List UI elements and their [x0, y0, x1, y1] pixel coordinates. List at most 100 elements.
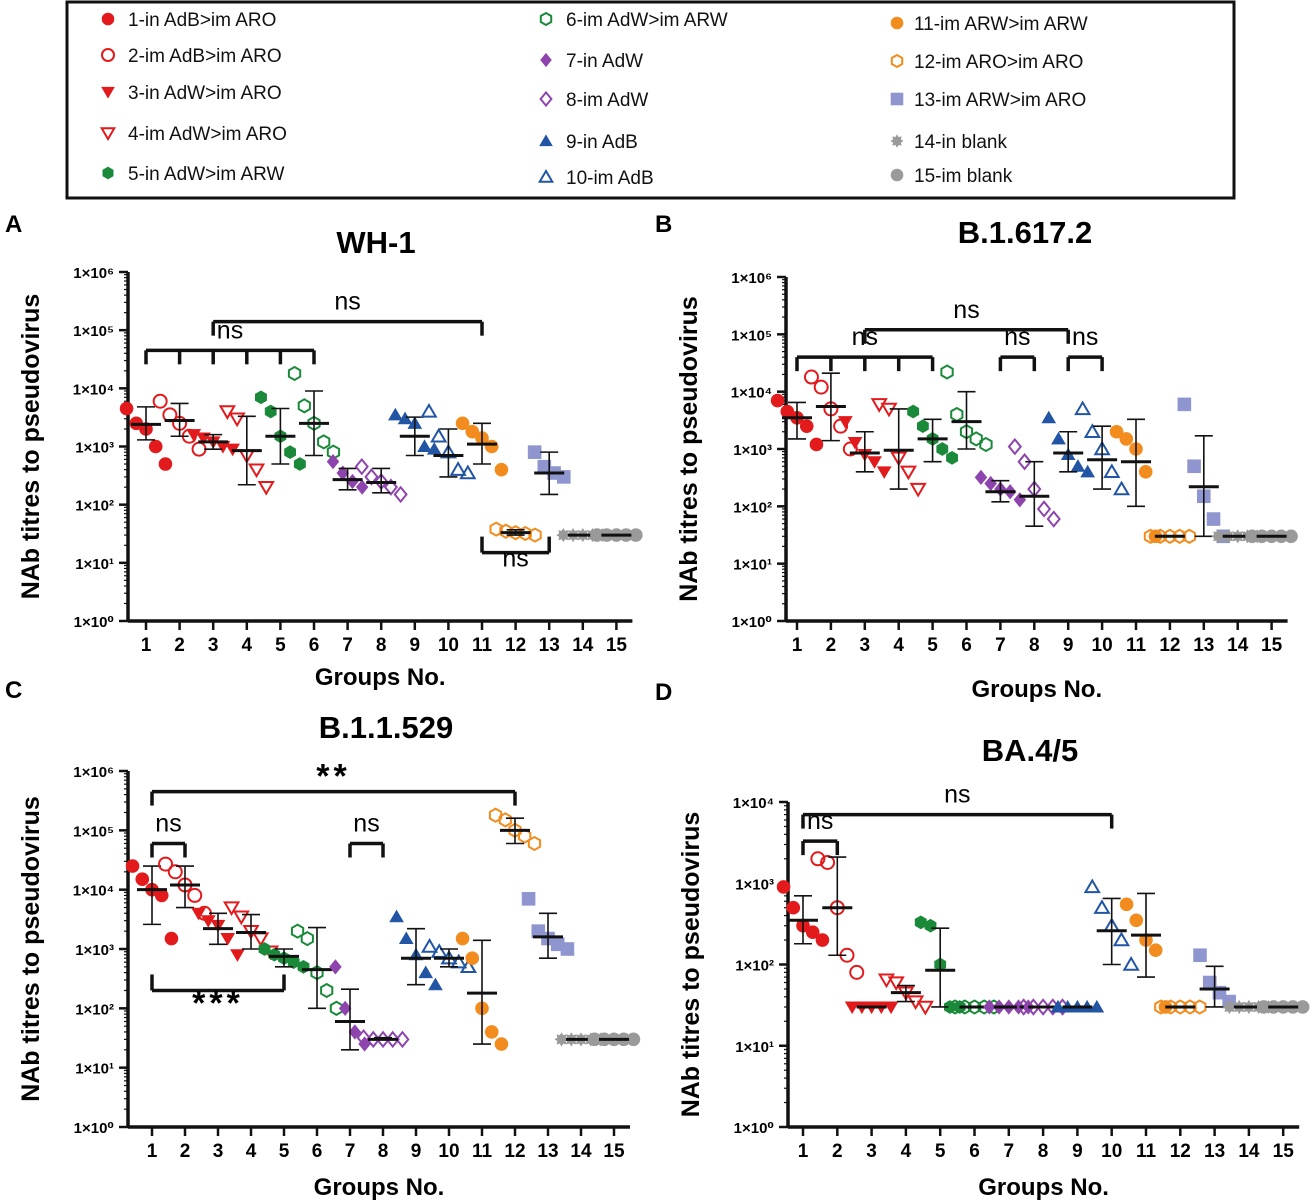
data-point	[320, 982, 334, 999]
data-point	[1089, 999, 1105, 1013]
x-tick-label: 14	[572, 635, 594, 656]
data-point	[527, 835, 542, 852]
data-point	[1007, 437, 1023, 456]
x-tick-label: 4	[242, 635, 253, 656]
data-point	[455, 416, 470, 431]
x-tick-label: 7	[995, 635, 1006, 656]
data-point	[348, 1024, 362, 1040]
data-point	[1193, 999, 1207, 1015]
legend-label: 12-im ARO>im ARO	[914, 52, 1083, 73]
data-point	[498, 812, 512, 828]
group-15-series	[1256, 1000, 1310, 1014]
data-point	[1148, 943, 1163, 957]
y-tick-label: 1×10²	[735, 958, 774, 975]
x-tick-label: 11	[1126, 635, 1147, 656]
data-point	[1103, 463, 1121, 479]
data-point	[1193, 948, 1207, 963]
data-point	[556, 528, 571, 543]
y-tick-label: 1×10⁰	[74, 1120, 114, 1137]
data-point	[186, 429, 202, 442]
group-1-series	[119, 401, 173, 471]
group-15-series	[587, 1032, 641, 1047]
data-point	[907, 404, 920, 419]
legend-item: 14-in blank	[890, 132, 1007, 153]
panel-letter: A	[5, 211, 22, 238]
data-point	[803, 369, 819, 385]
significance-label: ***	[192, 984, 244, 1022]
group-1-series	[125, 859, 179, 946]
group-6-series	[290, 923, 344, 1016]
panel-letter: B	[655, 211, 672, 238]
data-point	[1109, 424, 1124, 439]
significance-bracket: ns	[801, 781, 1114, 829]
y-tick-label: 1×10⁶	[731, 270, 772, 287]
group-2-series	[803, 369, 858, 457]
x-tick-label: 6	[961, 635, 972, 656]
data-point	[1222, 999, 1237, 1015]
x-tick-label: 12	[504, 1141, 525, 1162]
data-point	[1122, 956, 1140, 971]
group-4-series	[877, 973, 934, 1016]
significance-bracket: ns	[801, 807, 840, 856]
data-point	[974, 469, 988, 485]
data-point	[119, 401, 134, 416]
legend-marker	[890, 168, 904, 182]
x-axis-label: Groups No.	[978, 1174, 1109, 1201]
data-point	[1051, 431, 1066, 445]
y-tick-label: 1×10¹	[75, 556, 114, 573]
group-4-series	[870, 398, 927, 498]
data-point	[950, 406, 964, 423]
legend-marker	[890, 53, 904, 69]
x-tick-label: 1	[798, 1141, 809, 1162]
data-point	[388, 407, 403, 421]
group-9-series	[1050, 999, 1105, 1013]
group-13-series	[1177, 397, 1231, 544]
group-2-series	[810, 851, 865, 980]
group-3-series	[838, 416, 892, 479]
group-1-series	[770, 393, 824, 452]
x-tick-label: 9	[1072, 1141, 1083, 1162]
y-tick-label: 1×10¹	[733, 557, 772, 574]
x-tick-label: 5	[927, 635, 938, 656]
data-point	[1074, 400, 1092, 416]
data-point	[979, 436, 993, 453]
data-point	[290, 923, 305, 939]
data-point	[1187, 459, 1201, 474]
data-point	[809, 437, 824, 452]
data-point	[776, 880, 791, 894]
data-point	[255, 390, 267, 405]
y-tick-label: 1×10⁰	[732, 614, 772, 631]
data-point	[844, 1001, 860, 1015]
data-point	[521, 892, 536, 906]
x-tick-label: 12	[1170, 1141, 1191, 1162]
x-tick-label: 11	[472, 1141, 493, 1162]
data-point	[1112, 931, 1130, 947]
data-point	[488, 807, 503, 823]
significance-bracket: ns	[480, 536, 551, 573]
group-1-series	[776, 880, 830, 947]
data-point	[1036, 500, 1052, 518]
data-point	[230, 949, 245, 962]
legend-label: 8-im AdW	[566, 90, 648, 111]
data-point	[1070, 459, 1086, 472]
x-tick-label: 6	[969, 1141, 980, 1162]
data-point	[936, 442, 949, 456]
group-12-series	[1143, 528, 1196, 544]
data-point	[158, 457, 173, 471]
group-9-series	[389, 909, 443, 991]
legend-label: 14-in blank	[914, 132, 1007, 153]
data-point	[191, 907, 206, 921]
data-point	[815, 933, 830, 947]
data-point	[914, 915, 927, 930]
x-tick-label: 10	[438, 635, 459, 656]
legend-marker	[101, 86, 115, 99]
data-point	[326, 453, 340, 470]
x-tick-label: 2	[174, 635, 185, 656]
significance-label: **	[316, 758, 350, 796]
legend-marker	[890, 134, 904, 148]
legend-item: 5-in AdW>im ARW	[102, 164, 285, 185]
data-point	[813, 379, 829, 395]
data-point	[1211, 529, 1226, 544]
x-tick-label: 1	[141, 635, 152, 656]
data-point	[187, 887, 203, 903]
